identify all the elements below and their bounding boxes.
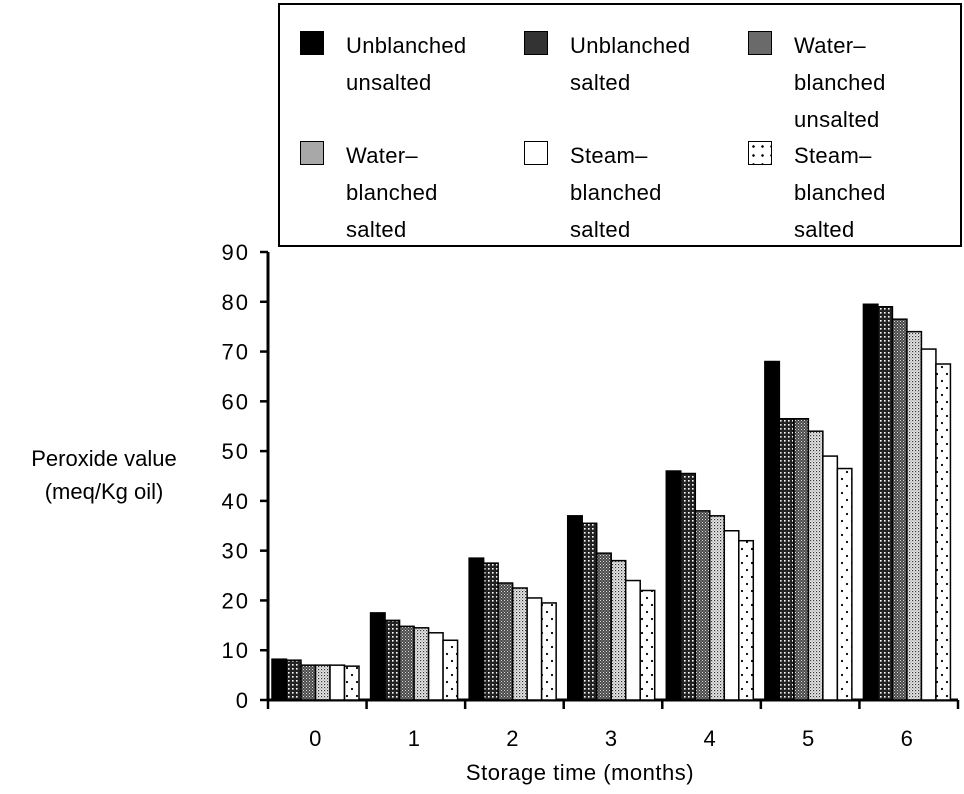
bar (581, 522, 598, 701)
bar (862, 303, 879, 701)
legend-label: Steam– blanched salted (570, 143, 662, 242)
bar (624, 579, 641, 701)
x-tick-label: 1 (408, 726, 420, 751)
bar (723, 530, 740, 701)
bar (906, 330, 923, 701)
legend-item: Steam– blanched salted (748, 137, 914, 248)
bar (639, 589, 656, 701)
tick-labels: 0 10 20 30 40 50 60 70 80 90 0 1 2 3 4 5 6 (222, 240, 913, 751)
bar (738, 539, 755, 701)
legend-item: Unblanched unsalted (300, 27, 486, 101)
legend-item: Unblanched salted (524, 27, 710, 101)
legend-label: Steam– blanched salted (794, 143, 886, 242)
bar (329, 664, 346, 701)
y-tick-label: 40 (222, 489, 250, 514)
legend-item: Water– blanched salted (300, 137, 466, 248)
y-tick-label: 50 (222, 439, 250, 464)
y-tick-label: 60 (222, 389, 250, 414)
x-tick-label: 4 (703, 726, 715, 751)
x-tick-label: 0 (309, 726, 321, 751)
bar (497, 582, 514, 701)
legend: Unblanched unsalted Unblanched salted Wate… (278, 3, 962, 247)
bar (778, 418, 795, 701)
y-tick-label: 30 (222, 539, 250, 564)
bars (271, 303, 952, 701)
legend-label: Water– blanched unsalted (794, 33, 886, 132)
legend-swatch (524, 31, 548, 55)
bar (709, 515, 726, 701)
bar (468, 557, 485, 701)
bar (680, 472, 697, 701)
bar (595, 552, 612, 701)
bar (369, 612, 386, 701)
y-tick-label: 10 (222, 638, 250, 663)
bar (526, 597, 543, 701)
legend-swatch (748, 141, 772, 165)
bar (442, 639, 459, 701)
bar (836, 467, 853, 701)
bar (398, 625, 415, 701)
legend-label: Unblanched unsalted (346, 33, 467, 95)
x-axis-title: Storage time (months) (465, 760, 695, 785)
x-tick-label: 6 (901, 726, 913, 751)
y-tick-label: 20 (222, 588, 250, 613)
legend-swatch (300, 31, 324, 55)
bar (511, 587, 528, 701)
bar (482, 562, 499, 701)
legend-label: Water– blanched salted (346, 143, 438, 242)
bar (920, 348, 937, 701)
bar (610, 559, 627, 701)
bar (822, 455, 839, 701)
bar (891, 318, 908, 701)
bar (314, 664, 331, 701)
bar (540, 602, 557, 701)
bar (566, 515, 583, 701)
bar (300, 664, 317, 701)
bar (793, 418, 810, 701)
legend-swatch (524, 141, 548, 165)
x-tick-label: 2 (506, 726, 518, 751)
legend-swatch (748, 31, 772, 55)
bar (384, 619, 401, 701)
legend-label: Unblanched salted (570, 33, 691, 95)
bar (343, 665, 360, 701)
legend-item: Steam– blanched salted (524, 137, 690, 248)
bar (285, 659, 302, 701)
bar (807, 430, 824, 701)
y-tick-label: 70 (222, 340, 250, 365)
bar (271, 658, 288, 701)
y-tick-label: 80 (222, 290, 250, 315)
bar (413, 627, 430, 701)
x-tick-label: 5 (802, 726, 814, 751)
bar (665, 470, 682, 701)
bar (427, 632, 444, 701)
y-tick-label: 90 (222, 240, 250, 265)
bar (764, 360, 781, 701)
bar (877, 306, 894, 701)
legend-swatch (300, 141, 324, 165)
bar (694, 510, 711, 701)
x-tick-label: 3 (605, 726, 617, 751)
y-axis-title: Peroxide value (meq/Kg oil) (31, 446, 177, 504)
legend-item: Water– blanched unsalted (748, 27, 914, 138)
bar (935, 363, 952, 701)
y-tick-label: 0 (236, 688, 250, 713)
